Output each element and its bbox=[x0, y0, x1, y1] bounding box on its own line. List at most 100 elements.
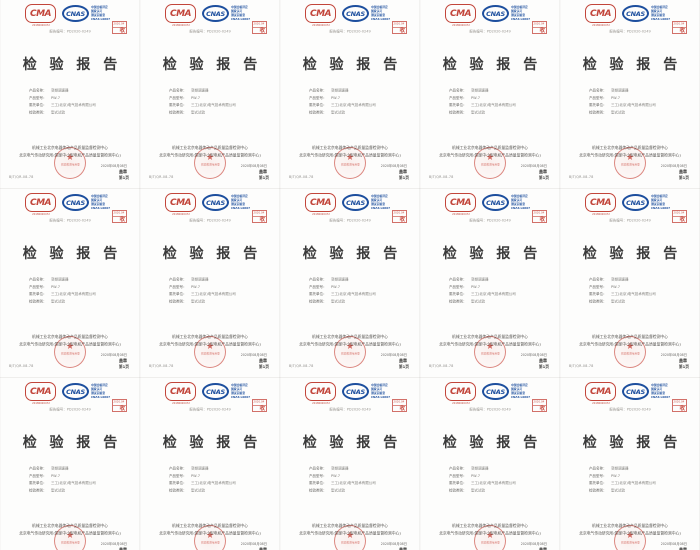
cnas-side-text: 中国合格评定 国家认可 测试实验室 CNAS L0607 bbox=[511, 5, 539, 21]
seal-text: 检验检测专用章 bbox=[480, 351, 500, 355]
issue-date: 2020年08月08日 bbox=[240, 542, 267, 546]
field-value: PW-7 bbox=[331, 95, 340, 100]
issue-note: 盖章 bbox=[399, 547, 407, 550]
issue-note: 盖章 bbox=[679, 547, 687, 550]
issue-note: 盖章 bbox=[539, 358, 547, 364]
report-title: 检 验 报 告 bbox=[582, 435, 682, 451]
received-stamp-date: 2020.04 bbox=[113, 211, 125, 215]
field-label: 检验类别： bbox=[589, 110, 607, 115]
issue-note: 盖章 bbox=[399, 169, 407, 175]
received-stamp-icon: 2020.04 收 bbox=[532, 21, 547, 34]
document-code: BJT/QR-08-78 bbox=[9, 364, 34, 368]
issue-note: 盖章 bbox=[119, 547, 127, 550]
field-value: 变频调速器 bbox=[191, 466, 209, 471]
received-stamp-date: 2020.04 bbox=[533, 400, 545, 404]
field-label: 检验类别： bbox=[449, 488, 467, 493]
document-code: BJT/QR-08-78 bbox=[569, 175, 594, 179]
field-value: 型式试验 bbox=[471, 299, 485, 304]
report-fields: 产品名称： 变频调速器 产品型号： PW-7 委托单位： 三工(北京)电气技术有… bbox=[309, 465, 419, 494]
cma-accreditation-icon: CMA bbox=[445, 382, 476, 401]
field-product-name: 产品名称： 变频调速器 bbox=[29, 276, 139, 283]
page-number: 第1页 bbox=[398, 175, 409, 180]
page-number: 第1页 bbox=[678, 175, 689, 180]
field-test-category: 检验类别： 型式试验 bbox=[309, 487, 419, 494]
received-stamp-date: 2020.04 bbox=[673, 22, 685, 26]
cnas-side-line: 测试实验室 bbox=[371, 201, 385, 206]
cnas-side-text: 中国合格评定 国家认可 测试实验室 CNAS L0607 bbox=[231, 5, 259, 21]
report-number: 报告编号：PD2020-0249 bbox=[469, 218, 511, 223]
field-value: 三工(北京)电气技术有限公司 bbox=[191, 481, 236, 486]
issue-note: 盖章 bbox=[399, 358, 407, 364]
round-seal-stamp-icon: ★ 检验检测专用章 bbox=[194, 147, 226, 179]
round-seal-stamp-icon: ★ 检验检测专用章 bbox=[194, 336, 226, 368]
cnas-side-line: CNAS L0607 bbox=[651, 16, 671, 21]
issue-info: 2020年08月08日 盖章 bbox=[300, 163, 420, 175]
field-label: 产品名称： bbox=[589, 277, 607, 282]
received-stamp-date: 2020.04 bbox=[253, 400, 265, 404]
seal-star-icon: ★ bbox=[485, 530, 495, 541]
cma-license-number: 20180020472 bbox=[452, 212, 470, 216]
cnas-side-line: CNAS L0607 bbox=[91, 394, 111, 399]
cma-accreditation-icon: CMA bbox=[165, 382, 196, 401]
report-number: 报告编号：PD2020-0249 bbox=[189, 29, 231, 34]
field-value: 型式试验 bbox=[51, 488, 65, 493]
cnas-side-line: 国家认可 bbox=[91, 386, 103, 391]
issue-date: 2020年08月08日 bbox=[240, 353, 267, 357]
field-product-model: 产品型号： PW-7 bbox=[29, 472, 139, 479]
cma-license-number: 20180020472 bbox=[312, 401, 330, 405]
field-test-category: 检验类别： 型式试验 bbox=[589, 298, 699, 305]
field-label: 检验类别： bbox=[449, 299, 467, 304]
issue-info: 2020年08月08日 盖章 bbox=[580, 163, 700, 175]
cma-accreditation-icon: CMA bbox=[305, 382, 336, 401]
seal-text: 检验检测专用章 bbox=[340, 540, 360, 544]
seal-star-icon: ★ bbox=[345, 152, 355, 163]
report-number: 报告编号：PD2020-0249 bbox=[609, 407, 651, 412]
received-stamp-icon: 2020.04 收 bbox=[392, 399, 407, 412]
field-product-name: 产品名称： 变频调速器 bbox=[29, 87, 139, 94]
field-value: 型式试验 bbox=[331, 110, 345, 115]
field-label: 产品型号： bbox=[309, 95, 327, 100]
received-stamp-date: 2020.04 bbox=[533, 22, 545, 26]
cnas-side-line: 中国合格评定 bbox=[91, 193, 108, 198]
cnas-side-text: 中国合格评定 国家认可 测试实验室 CNAS L0607 bbox=[231, 383, 259, 399]
received-stamp-icon: 2020.04 收 bbox=[252, 21, 267, 34]
cma-license-number: 20180020472 bbox=[32, 401, 50, 405]
report-cover-page: CMA 20180020472 CNAS 中国合格评定 国家认可 测试实验室 C… bbox=[0, 189, 140, 378]
cnas-side-line: 国家认可 bbox=[91, 8, 103, 13]
cnas-side-line: CNAS L0607 bbox=[511, 205, 531, 210]
cma-accreditation-icon: CMA bbox=[585, 382, 616, 401]
report-fields: 产品名称： 变频调速器 产品型号： PW-7 委托单位： 三工(北京)电气技术有… bbox=[169, 465, 279, 494]
document-code: BJT/QR-08-78 bbox=[289, 364, 314, 368]
cnas-accreditation-icon: CNAS bbox=[342, 5, 369, 22]
received-stamp-icon: 2020.04 收 bbox=[672, 21, 687, 34]
report-title: 检 验 报 告 bbox=[162, 57, 262, 73]
cnas-side-line: 测试实验室 bbox=[651, 201, 665, 206]
field-product-name: 产品名称： 变频调速器 bbox=[589, 465, 699, 472]
report-number: 报告编号：PD2020-0249 bbox=[609, 218, 651, 223]
field-value: 型式试验 bbox=[471, 488, 485, 493]
report-cover-page: CMA 20180020472 CNAS 中国合格评定 国家认可 测试实验室 C… bbox=[420, 378, 560, 550]
field-value: PW-7 bbox=[51, 95, 60, 100]
cma-license-number: 20180020472 bbox=[32, 212, 50, 216]
cnas-side-line: 测试实验室 bbox=[91, 390, 105, 395]
field-value: 型式试验 bbox=[191, 110, 205, 115]
cnas-side-line: 中国合格评定 bbox=[231, 382, 248, 387]
cnas-side-line: 中国合格评定 bbox=[371, 193, 388, 198]
cnas-accreditation-icon: CNAS bbox=[342, 194, 369, 211]
document-code: BJT/QR-08-78 bbox=[429, 175, 454, 179]
received-stamp-icon: 2020.04 收 bbox=[112, 399, 127, 412]
issue-note: 盖章 bbox=[259, 547, 267, 550]
report-title: 检 验 报 告 bbox=[582, 246, 682, 262]
field-value: 三工(北京)电气技术有限公司 bbox=[611, 481, 656, 486]
seal-text: 检验检测专用章 bbox=[620, 351, 640, 355]
field-label: 委托单位： bbox=[309, 103, 327, 108]
field-label: 产品名称： bbox=[169, 277, 187, 282]
seal-star-icon: ★ bbox=[625, 341, 635, 352]
cnas-side-text: 中国合格评定 国家认可 测试实验室 CNAS L0607 bbox=[231, 194, 259, 210]
field-label: 检验类别： bbox=[309, 488, 327, 493]
field-product-model: 产品型号： PW-7 bbox=[589, 94, 699, 101]
field-label: 产品名称： bbox=[449, 466, 467, 471]
received-stamp-char: 收 bbox=[259, 217, 265, 223]
cma-license-number: 20180020472 bbox=[592, 212, 610, 216]
field-label: 产品型号： bbox=[449, 473, 467, 478]
